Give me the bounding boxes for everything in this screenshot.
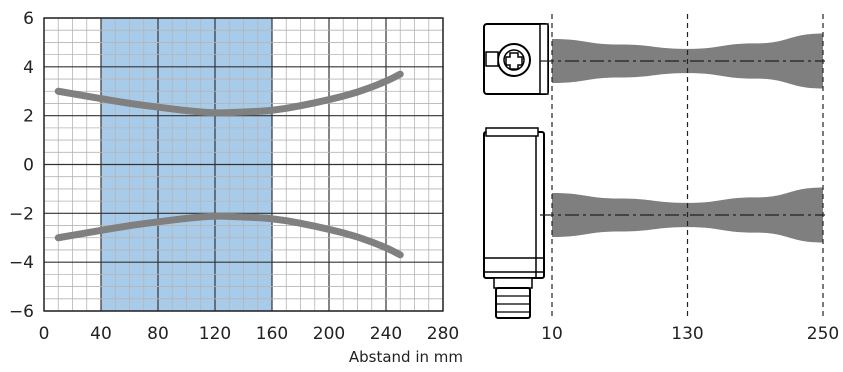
left-chart: 6 4 2 0 −2 −4 −6 0 40 80 120 160 200 240 280 Abstand … — [9, 9, 463, 366]
x-tick-label: 80 — [147, 324, 169, 344]
sensor-side-body — [483, 131, 545, 279]
y-tick-label: 0 — [23, 156, 34, 176]
sensor-side-view — [483, 127, 545, 319]
lower-curve — [54, 212, 404, 259]
distance-tick-label: 130 — [671, 324, 703, 344]
y-tick-label: −4 — [9, 253, 34, 273]
x-tick-label: 120 — [199, 324, 231, 344]
y-tick-label: 6 — [23, 9, 34, 29]
sensor-side-cap — [485, 127, 539, 137]
sensor-top-front — [539, 23, 549, 95]
x-tick-label: 0 — [39, 324, 50, 344]
y-tick-label: 2 — [23, 107, 34, 127]
right-chart: 10 130 250 — [483, 14, 839, 344]
distance-tick-label: 10 — [541, 324, 563, 344]
upper-curve — [54, 70, 404, 117]
y-tick-label: −6 — [9, 302, 34, 322]
mount-tab — [485, 51, 499, 67]
sensor-top-view — [483, 23, 549, 95]
y-tick-label: 4 — [23, 58, 34, 78]
x-axis-title: Abstand in mm — [349, 348, 463, 366]
connector-neck — [493, 277, 533, 289]
adjust-screw-cross — [505, 52, 523, 70]
y-tick-label: −2 — [9, 204, 34, 224]
x-tick-label: 280 — [427, 324, 459, 344]
x-tick-label: 200 — [313, 324, 345, 344]
plot-frame — [43, 17, 444, 312]
x-tick-label: 40 — [90, 324, 112, 344]
connector-plug — [495, 287, 531, 319]
x-tick-label: 240 — [370, 324, 402, 344]
distance-tick-label: 250 — [807, 324, 839, 344]
x-tick-label: 160 — [256, 324, 288, 344]
